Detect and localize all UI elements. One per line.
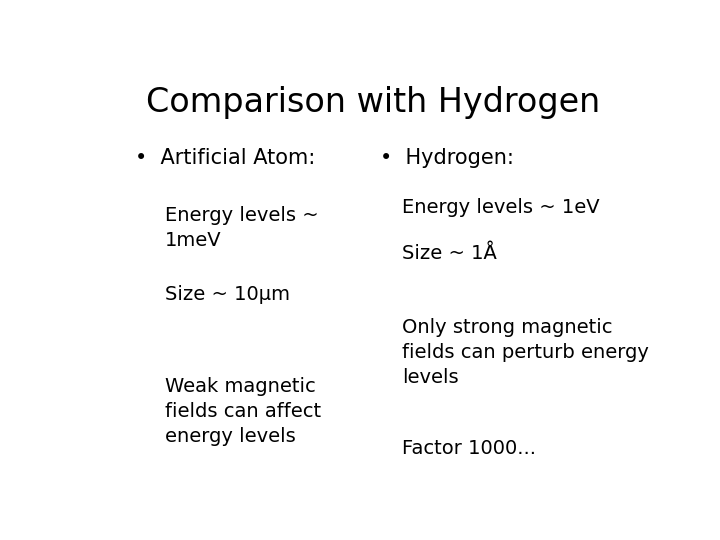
Text: Energy levels ~
1meV: Energy levels ~ 1meV bbox=[166, 206, 319, 250]
Text: Size ~ 1Å: Size ~ 1Å bbox=[402, 244, 498, 262]
Text: Weak magnetic
fields can affect
energy levels: Weak magnetic fields can affect energy l… bbox=[166, 377, 321, 445]
Text: •  Hydrogen:: • Hydrogen: bbox=[380, 148, 514, 168]
Text: Only strong magnetic
fields can perturb energy
levels: Only strong magnetic fields can perturb … bbox=[402, 319, 649, 387]
Text: Factor 1000...: Factor 1000... bbox=[402, 439, 536, 458]
Text: Size ~ 10μm: Size ~ 10μm bbox=[166, 285, 290, 304]
Text: •  Artificial Atom:: • Artificial Atom: bbox=[135, 148, 315, 168]
Text: Comparison with Hydrogen: Comparison with Hydrogen bbox=[145, 85, 600, 119]
Text: Energy levels ~ 1eV: Energy levels ~ 1eV bbox=[402, 198, 600, 217]
